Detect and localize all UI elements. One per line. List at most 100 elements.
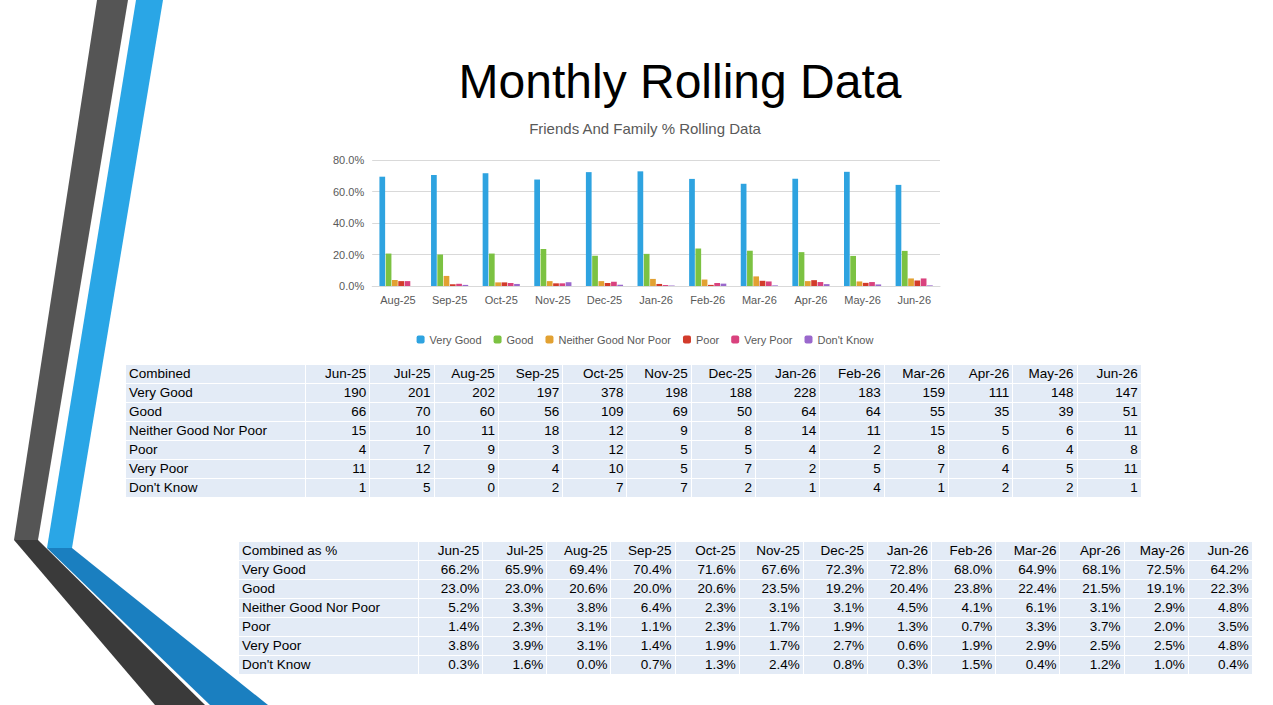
html-text:Jan-26: Jan-26 <box>775 366 817 381</box>
html-text:Aug-25: Aug-25 <box>563 543 608 558</box>
svg-text:Good: Good <box>507 334 534 346</box>
html-text:Dec-25: Dec-25 <box>820 543 864 558</box>
html-text:147: 147 <box>1115 385 1138 400</box>
html-text:Very Good: Very Good <box>129 385 193 400</box>
html-text:202: 202 <box>472 385 495 400</box>
html-text:18: 18 <box>544 423 560 438</box>
html-text:70: 70 <box>415 404 431 419</box>
html-text:Sep-25: Sep-25 <box>628 543 672 558</box>
html-text:183: 183 <box>858 385 881 400</box>
html-text:Apr-26: Apr-26 <box>1080 543 1121 558</box>
html-text:12: 12 <box>415 461 431 476</box>
html-text:69: 69 <box>672 404 688 419</box>
html-text:10: 10 <box>415 423 431 438</box>
html-text:Sep-25: Sep-25 <box>515 366 560 381</box>
html-text:May-26: May-26 <box>1028 366 1074 381</box>
html-text:Combined as %: Combined as % <box>242 543 338 558</box>
svg-text:Apr-26: Apr-26 <box>794 294 827 306</box>
svg-text:Jan-26: Jan-26 <box>639 294 673 306</box>
svg-text:Very Good: Very Good <box>430 334 482 346</box>
html-text:148: 148 <box>1051 385 1074 400</box>
html-text:15: 15 <box>351 423 367 438</box>
html-text:197: 197 <box>536 385 560 400</box>
html-text:Combined: Combined <box>129 366 191 381</box>
html-text:12: 12 <box>608 442 624 457</box>
html-text:35: 35 <box>994 404 1010 419</box>
html-text:11: 11 <box>1123 423 1138 438</box>
html-text:Poor: Poor <box>129 442 158 457</box>
html-text:Monthly Rolling Data: Monthly Rolling Data <box>458 55 902 108</box>
svg-text:Dec-25: Dec-25 <box>587 294 622 306</box>
html-text:111: 111 <box>988 385 1010 400</box>
html-text:11: 11 <box>1123 461 1138 476</box>
svg-text:Nov-25: Nov-25 <box>535 294 570 306</box>
svg-text:May-26: May-26 <box>844 294 881 306</box>
html-text:Jun-25: Jun-25 <box>325 366 367 381</box>
html-text:Mar-26: Mar-26 <box>902 366 945 381</box>
html-text:39: 39 <box>1058 404 1074 419</box>
html-text:12: 12 <box>608 423 624 438</box>
html-text:51: 51 <box>1122 404 1138 419</box>
html-text:66: 66 <box>351 404 367 419</box>
html-text:Mar-26: Mar-26 <box>1013 543 1057 558</box>
html-text:Jan-26: Jan-26 <box>886 543 929 558</box>
html-text:11: 11 <box>480 423 495 438</box>
svg-text:Aug-25: Aug-25 <box>380 294 415 306</box>
html-text:66.2%: 66.2% <box>440 562 480 577</box>
html-text:188: 188 <box>729 385 753 400</box>
html-text:Oct-25: Oct-25 <box>695 543 736 558</box>
svg-text:Oct-25: Oct-25 <box>485 294 518 306</box>
html-text:55: 55 <box>929 404 945 419</box>
html-text:56: 56 <box>544 404 560 419</box>
html-text:Jun-25: Jun-25 <box>437 543 480 558</box>
svg-text:Poor: Poor <box>696 334 720 346</box>
html-text:64: 64 <box>801 404 817 419</box>
html-text:14: 14 <box>801 423 817 438</box>
html-text:198: 198 <box>665 385 688 400</box>
svg-text:60.0%: 60.0% <box>333 186 364 198</box>
html-text:64: 64 <box>865 404 881 419</box>
html-text:Oct-25: Oct-25 <box>583 366 624 381</box>
svg-text:Friends And Family % Rolling D: Friends And Family % Rolling Data <box>529 120 761 137</box>
html-text:159: 159 <box>922 385 945 400</box>
svg-text:Mar-26: Mar-26 <box>742 294 777 306</box>
svg-text:0.0%: 0.0% <box>339 280 364 292</box>
html-text:Jul-25: Jul-25 <box>506 543 544 558</box>
html-text:Nov-25: Nov-25 <box>644 366 688 381</box>
html-text:11: 11 <box>352 461 367 476</box>
html-text:10: 10 <box>608 461 624 476</box>
html-text:Don't Know: Don't Know <box>129 480 198 495</box>
html-text:May-26: May-26 <box>1139 543 1185 558</box>
html-text:Very Poor: Very Poor <box>129 461 189 476</box>
html-text:190: 190 <box>343 385 367 400</box>
html-text:378: 378 <box>601 385 624 400</box>
svg-text:20.0%: 20.0% <box>333 249 364 261</box>
html-text:Nov-25: Nov-25 <box>756 543 800 558</box>
html-text:15: 15 <box>929 423 945 438</box>
html-text:Apr-26: Apr-26 <box>968 366 1010 381</box>
html-text:60: 60 <box>479 404 495 419</box>
html-text:Jun-26: Jun-26 <box>1207 543 1249 558</box>
svg-text:80.0%: 80.0% <box>333 154 364 166</box>
svg-text:40.0%: 40.0% <box>333 217 364 229</box>
svg-text:Very Poor: Very Poor <box>744 334 793 346</box>
html-text:201: 201 <box>408 385 431 400</box>
html-text:11: 11 <box>866 423 881 438</box>
svg-text:Feb-26: Feb-26 <box>690 294 725 306</box>
html-text:109: 109 <box>601 404 624 419</box>
svg-text:Neither Good Nor Poor: Neither Good Nor Poor <box>558 334 671 346</box>
html-text:228: 228 <box>793 385 817 400</box>
svg-text:Jun-26: Jun-26 <box>897 294 931 306</box>
html-text:Aug-25: Aug-25 <box>451 366 495 381</box>
html-text:Feb-26: Feb-26 <box>837 366 881 381</box>
html-text:Jul-25: Jul-25 <box>393 366 431 381</box>
html-text:Good: Good <box>129 404 162 419</box>
html-text:Very Good: Very Good <box>242 562 306 577</box>
html-text:Feb-26: Feb-26 <box>949 543 993 558</box>
html-text:50: 50 <box>737 404 753 419</box>
svg-text:Don't Know: Don't Know <box>818 334 874 346</box>
html-text:Neither Good Nor Poor: Neither Good Nor Poor <box>129 423 268 438</box>
svg-text:Sep-25: Sep-25 <box>432 294 467 306</box>
html-text:Jun-26: Jun-26 <box>1096 366 1138 381</box>
html-text:Dec-25: Dec-25 <box>708 366 753 381</box>
